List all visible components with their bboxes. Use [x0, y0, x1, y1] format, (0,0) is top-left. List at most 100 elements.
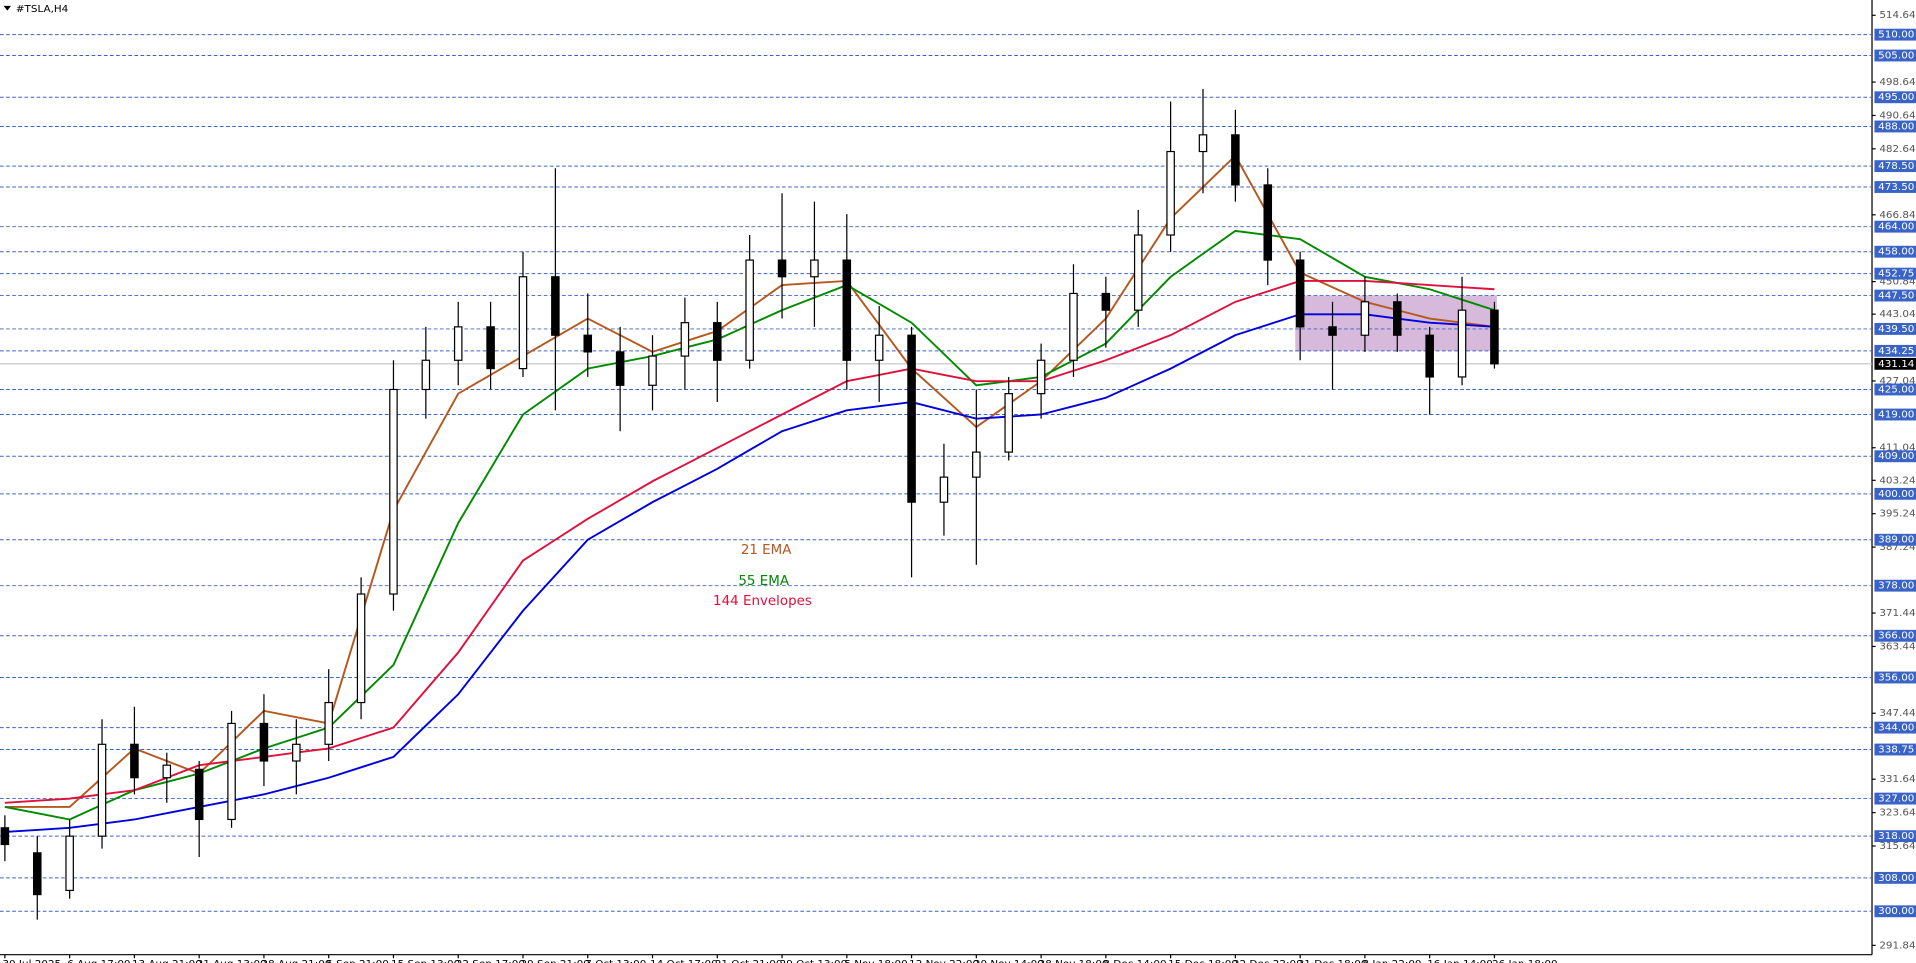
- level-label: 409.00: [1878, 451, 1914, 462]
- candle-body: [1360, 301, 1370, 336]
- y-tick-label: 498.64: [1879, 77, 1915, 88]
- x-tick-label: 12 Nov 22:00: [909, 959, 979, 963]
- level-label-bg: [1874, 905, 1916, 918]
- level-label: 300.00: [1878, 906, 1914, 917]
- level-label: 510.00: [1878, 30, 1914, 41]
- level-label: 464.00: [1878, 222, 1914, 233]
- level-label: 434.25: [1878, 346, 1914, 357]
- annotation: 144 Envelopes: [713, 594, 812, 609]
- candle-body: [1133, 234, 1143, 311]
- level-label-bg: [1874, 408, 1916, 421]
- level-label: 308.00: [1878, 873, 1914, 884]
- candle-body: [939, 476, 949, 503]
- x-tick-label: 26 Jan 18:00: [1492, 959, 1558, 963]
- level-label-bg: [1874, 181, 1916, 193]
- y-tick-label: 291.84: [1879, 940, 1915, 951]
- level-label-bg: [1874, 629, 1916, 642]
- level-label-bg: [1874, 671, 1916, 684]
- candle-body: [874, 334, 884, 361]
- candle-body: [324, 701, 333, 745]
- ma-line: [4, 313, 1495, 833]
- level-label-bg: [1874, 289, 1916, 302]
- menu-triangle: [3, 5, 11, 11]
- y-tick-label: 427.04: [1879, 376, 1915, 387]
- level-label-bg: [1874, 450, 1916, 463]
- level-label-bg: [1874, 220, 1916, 233]
- candle-body: [194, 768, 204, 821]
- candle-body: [615, 351, 625, 386]
- candle-body: [745, 259, 754, 361]
- level-label: 400.00: [1878, 489, 1914, 500]
- candle-body: [389, 388, 398, 595]
- candle-body: [1328, 326, 1337, 336]
- y-tick-label: 443.04: [1879, 309, 1915, 320]
- last-price-label: 431.14: [1878, 359, 1914, 370]
- level-label-bg: [1874, 245, 1916, 258]
- y-tick-label: 347.44: [1879, 708, 1915, 719]
- chart-title: #TSLA,H4: [16, 4, 68, 15]
- candle-body: [1393, 301, 1402, 336]
- candle-body: [518, 276, 528, 370]
- x-tick-label: 13 Aug 21:00: [132, 959, 202, 963]
- x-tick-label: 15 Dec 18:00: [1168, 959, 1238, 963]
- level-label: 425.00: [1878, 385, 1914, 396]
- candle-body: [1069, 292, 1078, 361]
- candle-body: [162, 764, 172, 779]
- last-price-label-bg: [1874, 357, 1916, 370]
- level-label: 378.00: [1878, 581, 1914, 592]
- candle-body: [259, 722, 269, 762]
- level-label-bg: [1874, 160, 1916, 173]
- x-tick-label: 14 Oct 17:00: [650, 959, 718, 963]
- x-tick-label: 7 Oct 13:00: [585, 959, 646, 963]
- candles: [0, 88, 1499, 920]
- candle-body: [1295, 259, 1305, 328]
- level-label-bg: [1874, 120, 1916, 133]
- candle-body: [1198, 134, 1208, 153]
- y-tick-label: 395.24: [1879, 509, 1915, 520]
- x-tick-label: 29 Oct 13:00: [780, 959, 848, 963]
- candle-body: [842, 259, 852, 361]
- x-tick-label: 5 Sep 21:00: [326, 959, 389, 963]
- level-label-bg: [1874, 323, 1916, 335]
- candle-body: [551, 276, 560, 336]
- candle-body: [1425, 334, 1434, 378]
- x-tick-label: 22 Sep 17:00: [456, 959, 525, 963]
- level-label: 318.00: [1878, 831, 1914, 842]
- candle-body: [1231, 134, 1240, 186]
- x-tick-label: 28 Nov 18:00: [1039, 959, 1109, 963]
- x-tick-label: 31 Dec 18:00: [1298, 959, 1368, 963]
- candle-body: [292, 743, 301, 762]
- y-tick-label: 315.64: [1879, 841, 1915, 852]
- level-label-bg: [1874, 344, 1916, 357]
- candle-body: [32, 852, 42, 896]
- x-tick-label: 8 Dec 14:00: [1103, 959, 1166, 963]
- level-label: 338.75: [1878, 745, 1914, 756]
- candle-body: [1004, 393, 1013, 453]
- y-tick-label: 450.84: [1879, 277, 1915, 288]
- level-label: 389.00: [1878, 535, 1914, 546]
- x-tick-label: 21 Oct 21:00: [715, 959, 783, 963]
- candle-body: [1490, 309, 1499, 365]
- candle-body: [1101, 292, 1111, 311]
- level-label-bg: [1874, 721, 1916, 734]
- level-label: 488.00: [1878, 122, 1914, 133]
- level-label: 447.50: [1878, 291, 1914, 302]
- candle-body: [777, 259, 787, 278]
- y-tick-label: 490.64: [1879, 111, 1915, 122]
- candle-body: [0, 827, 10, 846]
- level-label-bg: [1874, 830, 1916, 843]
- x-tick-label: 15 Sep 13:00: [391, 959, 460, 963]
- y-tick-label: 411.04: [1879, 443, 1915, 454]
- level-label: 439.50: [1878, 324, 1914, 335]
- x-tick-label: 28 Aug 21:00: [261, 959, 331, 963]
- level-label: 495.00: [1878, 92, 1914, 103]
- level-label: 473.50: [1878, 182, 1914, 193]
- candle-body: [972, 451, 981, 478]
- candle-body: [583, 334, 593, 353]
- x-tick-label: 6 Aug 17:00: [67, 959, 130, 963]
- candle-body: [1166, 150, 1175, 236]
- x-tick-label: 21 Aug 13:00: [197, 959, 267, 963]
- level-label: 505.00: [1878, 51, 1914, 62]
- level-label-bg: [1874, 743, 1916, 756]
